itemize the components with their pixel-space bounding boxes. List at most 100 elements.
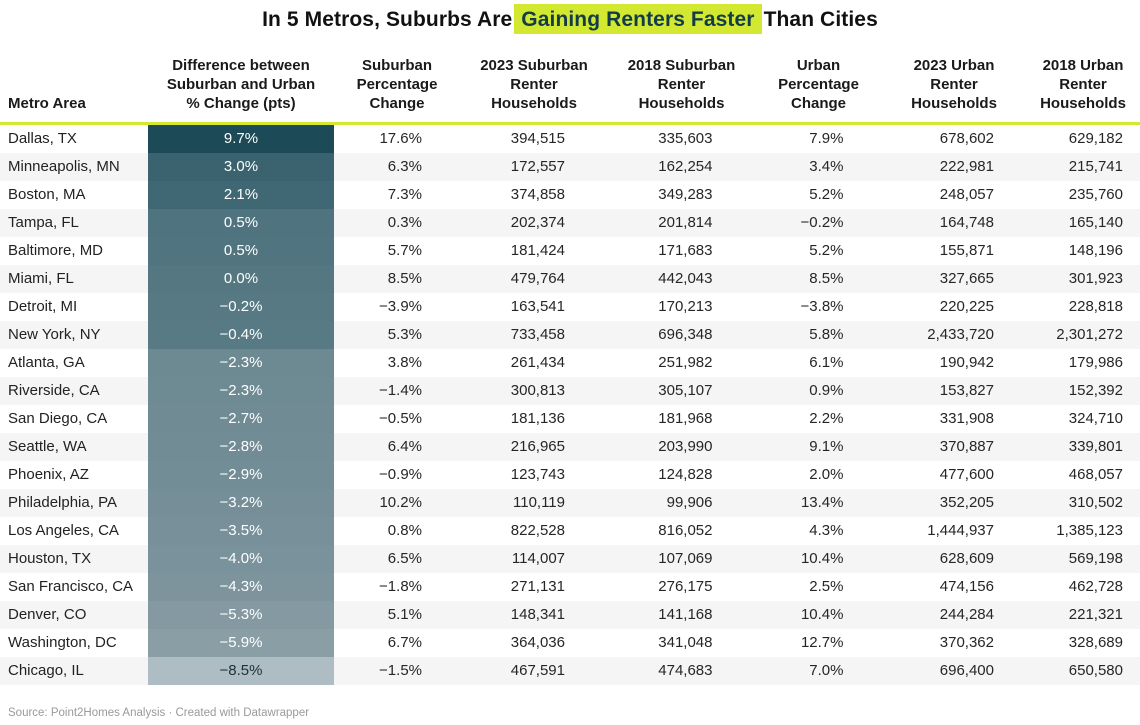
suburban-pct-change-cell: 6.3% [387,158,422,175]
urban-pct-change-cell: 4.3% [809,522,844,539]
metro-area-cell: Washington, DC [8,634,117,651]
difference-heatmap-cell: 2.1% [148,181,334,209]
suburban-2023-households-cell: 364,036 [510,634,565,651]
metro-area-cell: Baltimore, MD [8,242,104,259]
urban-2018-households-cell: 179,986 [1068,354,1123,371]
urban-2023-households-cell: 244,284 [939,606,994,623]
metro-area-cell: Denver, CO [8,606,87,623]
table-row: Riverside, CA −2.3% −1.4% 300,813 305,10… [0,377,1140,405]
table-row: Houston, TX −4.0% 6.5% 114,007 107,069 1… [0,545,1140,573]
difference-heatmap-cell: −0.4% [148,321,334,349]
table-row: San Francisco, CA −4.3% −1.8% 271,131 27… [0,573,1140,601]
urban-2023-households-cell: 1,444,937 [927,522,994,539]
metro-area-cell: Tampa, FL [8,214,79,231]
column-header-2023-urban-households: 2023 Urban Renter Households [911,57,997,112]
urban-2023-households-cell: 331,908 [939,410,994,427]
title-highlight: Gaining Renters Faster [514,4,762,34]
urban-2018-households-cell: 148,196 [1068,242,1123,259]
difference-heatmap-cell: 0.5% [148,209,334,237]
metro-area-cell: Minneapolis, MN [8,158,120,175]
table-row: New York, NY −0.4% 5.3% 733,458 696,348 … [0,321,1140,349]
urban-2023-households-cell: 2,433,720 [927,326,994,343]
suburban-2018-households-cell: 181,968 [658,410,713,427]
suburban-pct-change-cell: −3.9% [379,298,422,315]
metro-area-cell: Philadelphia, PA [8,494,117,511]
urban-pct-change-cell: 7.9% [809,130,844,147]
difference-heatmap-cell: −2.3% [148,377,334,405]
suburban-2018-households-cell: 162,254 [658,158,713,175]
suburban-2018-households-cell: 341,048 [658,634,713,651]
suburban-2023-households-cell: 271,131 [510,578,565,595]
urban-pct-change-cell: 10.4% [800,550,844,567]
difference-heatmap-cell: −5.9% [148,629,334,657]
metro-area-cell: Los Angeles, CA [8,522,119,539]
suburban-pct-change-cell: −1.8% [379,578,422,595]
urban-2018-households-cell: 1,385,123 [1056,522,1123,539]
suburban-2018-households-cell: 107,069 [658,550,713,567]
column-header-difference-pts: Difference between Suburban and Urban % … [166,57,316,112]
table-row: Minneapolis, MN 3.0% 6.3% 172,557 162,25… [0,153,1140,181]
urban-pct-change-cell: −0.2% [800,214,844,231]
suburban-2023-households-cell: 822,528 [510,522,565,539]
suburban-2023-households-cell: 374,858 [510,186,565,203]
difference-heatmap-cell: −3.5% [148,517,334,545]
urban-pct-change-cell: 9.1% [809,438,844,455]
suburban-2023-households-cell: 202,374 [510,214,565,231]
suburban-2023-households-cell: 479,764 [510,270,565,287]
suburban-2023-households-cell: 123,743 [510,466,565,483]
urban-pct-change-cell: 7.0% [809,662,844,679]
urban-2018-households-cell: 462,728 [1068,578,1123,595]
urban-2018-households-cell: 2,301,272 [1056,326,1123,343]
difference-heatmap-cell: −0.2% [148,293,334,321]
metro-area-cell: Boston, MA [8,186,86,203]
urban-2023-households-cell: 696,400 [939,662,994,679]
suburban-2023-households-cell: 261,434 [510,354,565,371]
urban-2018-households-cell: 215,741 [1068,158,1123,175]
suburban-2018-households-cell: 171,683 [658,242,713,259]
suburban-2023-households-cell: 148,341 [510,606,565,623]
urban-2018-households-cell: 235,760 [1068,186,1123,203]
metro-area-cell: Seattle, WA [8,438,87,455]
urban-pct-change-cell: 2.0% [809,466,844,483]
difference-heatmap-cell: 3.0% [148,153,334,181]
urban-pct-change-cell: 2.5% [809,578,844,595]
urban-2023-households-cell: 155,871 [939,242,994,259]
suburban-2018-households-cell: 442,043 [658,270,713,287]
table-row: Seattle, WA −2.8% 6.4% 216,965 203,990 9… [0,433,1140,461]
table-row: Phoenix, AZ −2.9% −0.9% 123,743 124,828 … [0,461,1140,489]
suburban-2023-households-cell: 163,541 [510,298,565,315]
chart-title-bar: In 5 Metros, Suburbs Are Gaining Renters … [0,0,1140,40]
urban-pct-change-cell: 5.2% [809,242,844,259]
table-row: Detroit, MI −0.2% −3.9% 163,541 170,213 … [0,293,1140,321]
urban-2023-households-cell: 327,665 [939,270,994,287]
urban-pct-change-cell: 2.2% [809,410,844,427]
suburban-pct-change-cell: −0.9% [379,466,422,483]
table-row: Chicago, IL −8.5% −1.5% 467,591 474,683 … [0,657,1140,685]
difference-heatmap-cell: −2.7% [148,405,334,433]
urban-2023-households-cell: 248,057 [939,186,994,203]
suburban-pct-change-cell: 6.7% [387,634,422,651]
suburban-pct-change-cell: 6.5% [387,550,422,567]
column-header-urban-pct-change: Urban Percentage Change [778,57,859,112]
urban-pct-change-cell: 0.9% [809,382,844,399]
urban-2018-households-cell: 228,818 [1068,298,1123,315]
difference-heatmap-cell: −2.3% [148,349,334,377]
difference-heatmap-cell: 0.0% [148,265,334,293]
urban-2018-households-cell: 328,689 [1068,634,1123,651]
urban-pct-change-cell: 10.4% [800,606,844,623]
urban-2023-households-cell: 222,981 [939,158,994,175]
suburban-2018-households-cell: 474,683 [658,662,713,679]
metro-area-cell: San Diego, CA [8,410,108,427]
suburban-2018-households-cell: 816,052 [658,522,713,539]
suburban-pct-change-cell: 10.2% [379,494,422,511]
suburban-2023-households-cell: 110,119 [513,494,565,511]
suburban-2023-households-cell: 216,965 [510,438,565,455]
urban-pct-change-cell: −3.8% [800,298,844,315]
suburban-2023-households-cell: 394,515 [510,130,565,147]
suburban-2018-households-cell: 251,982 [658,354,713,371]
metro-area-cell: New York, NY [8,326,101,343]
urban-2018-households-cell: 301,923 [1068,270,1123,287]
urban-pct-change-cell: 5.2% [809,186,844,203]
urban-2018-households-cell: 650,580 [1068,662,1123,679]
